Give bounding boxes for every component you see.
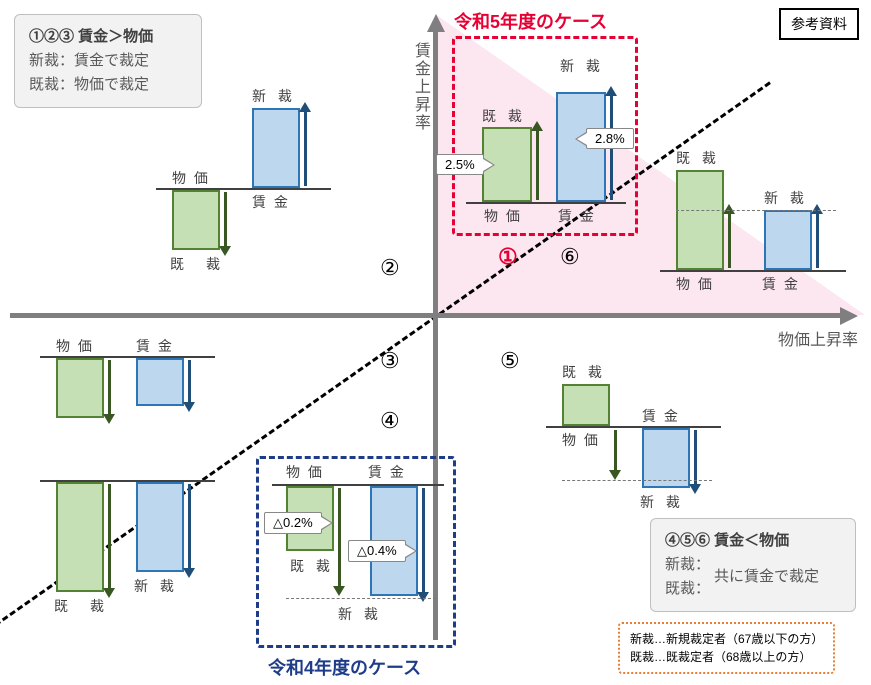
lbl-chingin: 賃 金 [136, 336, 174, 356]
baseline [546, 426, 721, 428]
lbl-kisai: 既 裁 [676, 148, 720, 168]
arrow-blue [304, 110, 307, 186]
arrow-blue [422, 488, 425, 594]
bar-blue [136, 482, 184, 572]
cluster-region3: 物 価 賃 金 [40, 336, 230, 476]
summary-box-right: ④⑤⑥ 賃金＜物価 新裁： 既裁： 共に賃金で裁定 [650, 518, 856, 612]
cluster-region1: 物 価 賃 金 既 裁 新 裁 2.5% 2.8% [460, 46, 636, 226]
tag-kisai: △0.2% [264, 512, 322, 534]
bar-green [172, 190, 220, 250]
summary-right-title: ④⑤⑥ 賃金＜物価 [665, 529, 841, 553]
arrow-green [536, 129, 539, 200]
dashline [676, 210, 836, 211]
dashline [286, 598, 436, 599]
region-6: ⑥ [560, 244, 580, 270]
region-5: ⑤ [500, 348, 520, 374]
arrow-blue [188, 360, 191, 404]
lbl-bukka: 物 価 [676, 274, 714, 294]
lbl-chingin: 賃 金 [252, 192, 290, 212]
lbl-shinsai: 新 裁 [560, 56, 604, 76]
lbl-bukka: 物 価 [56, 336, 94, 356]
lbl-bukka: 物 価 [484, 206, 522, 226]
arrow-green [108, 360, 111, 416]
lbl-kisai: 既 裁 [290, 556, 334, 576]
cluster-region3-lower: 既 裁 新 裁 [40, 470, 230, 650]
summary-right-shared: 共に賃金で裁定 [714, 565, 819, 589]
lbl-shinsai: 新 裁 [134, 576, 178, 596]
legend-line1: 新裁…新規裁定者（67歳以下の方） [630, 630, 823, 648]
summary-right-line2: 既裁： [665, 577, 710, 601]
lbl-kisai: 既 裁 [562, 362, 606, 382]
lbl-kisai: 既 裁 [170, 254, 224, 274]
baseline [466, 202, 626, 204]
legend-note: 新裁…新規裁定者（67歳以下の方） 既裁…既裁定者（68歳以上の方） [618, 622, 835, 674]
cluster-region6: 既 裁 新 裁 物 価 賃 金 [660, 124, 856, 304]
lbl-chingin: 賃 金 [558, 206, 596, 226]
region-3: ③ [380, 348, 400, 374]
arrow-green [224, 192, 227, 248]
lbl-kisai: 既 裁 [482, 106, 526, 126]
arrow-blue [694, 430, 697, 486]
legend-line2: 既裁…既裁定者（68歳以上の方） [630, 648, 823, 666]
bar-green [562, 384, 610, 426]
baseline [660, 270, 846, 272]
lbl-chingin: 賃 金 [642, 406, 680, 426]
tag-kisai: 2.5% [436, 154, 484, 175]
bar-green [56, 482, 104, 592]
bar-blue [642, 428, 690, 488]
tag-shinsai: △0.4% [348, 540, 406, 562]
lbl-bukka: 物 価 [286, 462, 324, 482]
summary-left-line1: 新裁：賃金で裁定 [29, 49, 187, 73]
lbl-bukka: 物 価 [172, 168, 210, 188]
arrow-green [728, 212, 731, 268]
region-2: ② [380, 255, 400, 281]
tag-shinsai: 2.8% [586, 128, 634, 149]
cluster-region4: 物 価 賃 金 既 裁 新 裁 △0.2% △0.4% [268, 460, 452, 650]
bar-green [56, 358, 104, 418]
summary-right-line1: 新裁： [665, 553, 710, 577]
lbl-bukka: 物 価 [562, 430, 600, 450]
cluster-region5: 既 裁 物 価 賃 金 新 裁 [546, 356, 736, 526]
arrow-blue [188, 484, 191, 570]
region-1: ① [498, 244, 518, 270]
case-r4-title: 令和4年度のケース [268, 654, 421, 680]
x-axis [10, 313, 840, 318]
cluster-region2: 物 価 賃 金 既 裁 新 裁 [156, 108, 346, 298]
lbl-shinsai: 新 裁 [764, 188, 808, 208]
region-4: ④ [380, 408, 400, 434]
y-axis-label: 賃金上昇率 [408, 42, 432, 132]
lbl-kisai: 既 裁 [54, 596, 108, 616]
bar-blue [136, 358, 184, 406]
bar-blue [764, 210, 812, 270]
lbl-shinsai: 新 裁 [338, 604, 382, 624]
bar-green [676, 170, 724, 270]
lbl-shinsai: 新 裁 [252, 86, 296, 106]
case-r5-title: 令和5年度のケース [454, 8, 607, 34]
dashline [562, 480, 712, 481]
arrow-green [614, 430, 617, 472]
bar-blue [252, 108, 300, 188]
lbl-chingin: 賃 金 [762, 274, 800, 294]
arrow-green [108, 484, 111, 590]
reference-badge: 参考資料 [779, 8, 859, 40]
arrow-blue [816, 212, 819, 268]
lbl-shinsai: 新 裁 [640, 492, 684, 512]
summary-box-left: ①②③ 賃金＞物価 新裁：賃金で裁定 既裁：物価で裁定 [14, 14, 202, 108]
x-axis-label: 物価上昇率 [778, 326, 858, 350]
y-axis-arrow [427, 14, 445, 32]
summary-left-title: ①②③ 賃金＞物価 [29, 25, 187, 49]
arrow-green [338, 488, 341, 588]
x-axis-arrow [840, 307, 858, 325]
lbl-chingin: 賃 金 [368, 462, 406, 482]
summary-left-line2: 既裁：物価で裁定 [29, 73, 187, 97]
